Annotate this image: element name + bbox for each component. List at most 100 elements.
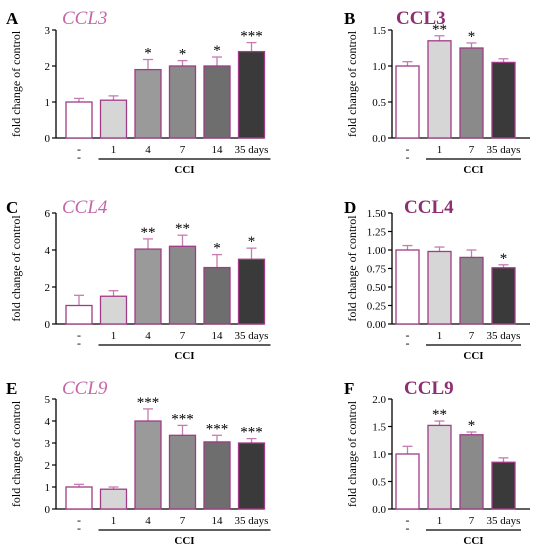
x-axis-label: CCI xyxy=(463,535,483,547)
significance-label: *** xyxy=(240,29,263,45)
y-axis-label: fold change of control xyxy=(9,30,23,137)
y-tick-label: 0.75 xyxy=(367,264,387,276)
x-tick-label-dash: - xyxy=(406,521,410,535)
significance-label: * xyxy=(248,234,256,250)
y-tick-label: 5 xyxy=(45,394,51,406)
chart-title: CCL4 xyxy=(404,197,454,218)
bar xyxy=(203,266,231,325)
significance-label: ** xyxy=(141,225,156,241)
y-tick-label: 0.0 xyxy=(372,133,386,145)
x-tick-label: - xyxy=(406,142,410,156)
significance-label: * xyxy=(500,251,508,267)
bar xyxy=(459,256,484,325)
y-tick-label: 2 xyxy=(45,460,51,472)
x-tick-label: 35 days xyxy=(487,515,521,527)
y-tick-label: 0.00 xyxy=(367,319,387,331)
bar xyxy=(65,101,93,139)
chart-title: CCL3 xyxy=(62,8,107,29)
x-tick-label-dash: - xyxy=(77,150,81,164)
bar xyxy=(134,248,162,325)
bar xyxy=(203,441,231,510)
x-tick-label: 1 xyxy=(437,515,443,527)
x-tick-label: 4 xyxy=(145,144,151,156)
x-tick-label: - xyxy=(77,328,81,342)
y-tick-label: 1.0 xyxy=(372,61,386,73)
y-tick-label: 2.0 xyxy=(372,394,386,406)
x-tick-label: 7 xyxy=(469,330,475,342)
bar xyxy=(237,50,266,139)
significance-label: ** xyxy=(432,22,447,38)
y-axis-label: fold change of control xyxy=(345,30,359,137)
x-tick-label: 1 xyxy=(111,330,117,342)
x-tick-label: 35 days xyxy=(235,330,269,342)
x-tick-label: - xyxy=(406,513,410,527)
y-tick-label: 0 xyxy=(45,133,51,145)
significance-label: *** xyxy=(206,421,229,437)
y-tick-label: 0 xyxy=(45,319,51,331)
x-axis-label: CCI xyxy=(174,350,194,362)
x-tick-label: 1 xyxy=(111,144,117,156)
x-tick-label: 35 days xyxy=(235,515,269,527)
chart-panel-d: D CCL4 0.00 0.25 0.50 0.75 1.00 1.25 1.50 fold ch… xyxy=(344,197,530,362)
y-tick-label: 4 xyxy=(45,245,51,257)
y-tick-label: 3 xyxy=(45,25,51,37)
y-tick-label: 1.50 xyxy=(367,208,387,220)
significance-label: * xyxy=(468,29,476,45)
chart-title: CCL9 xyxy=(404,378,454,399)
y-axis-label: fold change of control xyxy=(9,400,23,507)
bar xyxy=(459,434,484,510)
x-tick-label: 1 xyxy=(437,330,443,342)
y-tick-label: 0.50 xyxy=(367,282,387,294)
x-axis-label: CCI xyxy=(174,164,194,176)
bar xyxy=(237,258,266,325)
panel-letter: F xyxy=(344,379,354,398)
y-tick-label: 2 xyxy=(45,282,51,294)
x-tick-label-dash: - xyxy=(406,150,410,164)
bar xyxy=(491,267,516,325)
y-axis-label: fold change of control xyxy=(345,215,359,322)
x-tick-label: - xyxy=(406,328,410,342)
y-tick-label: 0 xyxy=(45,504,51,516)
y-tick-label: 1.5 xyxy=(372,25,386,37)
y-tick-label: 0.5 xyxy=(372,97,386,109)
y-tick-label: 0.25 xyxy=(367,301,387,313)
bar xyxy=(491,61,516,139)
bar xyxy=(395,453,420,510)
x-tick-label: 35 days xyxy=(487,144,521,156)
bar xyxy=(99,99,128,139)
significance-label: *** xyxy=(137,395,160,411)
significance-label: *** xyxy=(171,411,194,427)
x-tick-label: 7 xyxy=(180,515,186,527)
x-tick-label: 4 xyxy=(145,515,151,527)
x-tick-label: 14 xyxy=(212,330,224,342)
bar xyxy=(65,304,93,325)
panel-letter: C xyxy=(6,198,18,217)
significance-label: * xyxy=(144,46,152,62)
panel-letter: B xyxy=(344,9,355,28)
x-axis-label: CCI xyxy=(174,535,194,547)
y-tick-label: 1.25 xyxy=(367,227,387,239)
x-tick-label: 35 days xyxy=(235,144,269,156)
x-tick-label: 7 xyxy=(469,515,475,527)
chart-panel-b: B CCL3 0.0 0.5 1.0 1.5 fold change of control *… xyxy=(344,8,530,176)
x-tick-label-dash: - xyxy=(77,336,81,350)
bar xyxy=(427,40,452,139)
bar xyxy=(237,442,266,510)
x-tick-label: - xyxy=(77,513,81,527)
significance-label: *** xyxy=(240,425,263,441)
y-tick-label: 1 xyxy=(45,482,51,494)
x-tick-label: 1 xyxy=(111,515,117,527)
x-tick-label: 14 xyxy=(212,515,224,527)
x-tick-label: 1 xyxy=(437,144,443,156)
y-axis-label: fold change of control xyxy=(9,215,23,322)
x-axis-label: CCI xyxy=(463,350,483,362)
y-tick-label: 6 xyxy=(45,208,51,220)
bar xyxy=(491,461,516,510)
bar xyxy=(134,68,162,139)
significance-label: * xyxy=(213,43,221,59)
significance-label: ** xyxy=(432,407,447,423)
chart-title: CCL9 xyxy=(62,378,108,399)
